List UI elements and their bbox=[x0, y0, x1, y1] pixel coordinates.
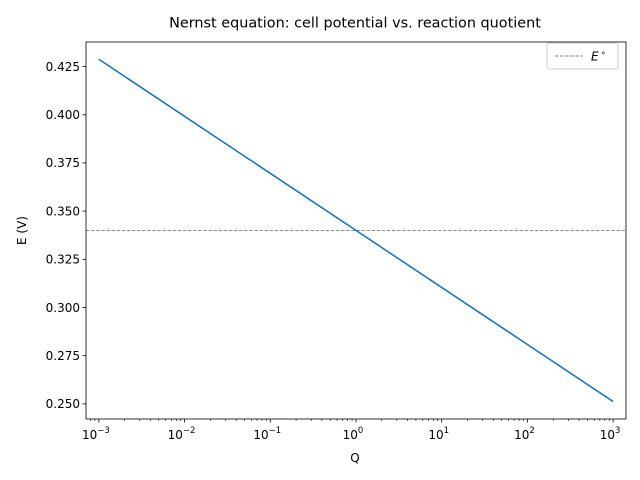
plot-frame bbox=[85, 41, 627, 420]
x-tick-exponent: 2 bbox=[529, 426, 534, 436]
y-tick-label: 0.250 bbox=[46, 397, 80, 411]
y-tick-label: 0.425 bbox=[46, 60, 80, 74]
legend-label: E ∘ bbox=[591, 48, 606, 63]
y-tick-label: 0.275 bbox=[46, 349, 80, 363]
y-tick-label: 0.325 bbox=[46, 253, 80, 267]
y-tick-label: 0.350 bbox=[46, 204, 80, 218]
x-tick-base: 10 bbox=[600, 428, 615, 442]
y-tick-label: 0.375 bbox=[46, 156, 80, 170]
x-tick-exponent: −2 bbox=[183, 426, 196, 436]
x-tick-label: 102 bbox=[514, 426, 535, 442]
legend: E ∘ bbox=[546, 42, 619, 70]
x-tick-label: 10−2 bbox=[168, 426, 196, 442]
x-tick-exponent: 1 bbox=[444, 426, 449, 436]
x-tick-base: 10 bbox=[428, 428, 443, 442]
x-tick-exponent: 3 bbox=[615, 426, 620, 436]
y-axis-label: E (V) bbox=[15, 216, 29, 245]
x-tick-base: 10 bbox=[82, 428, 97, 442]
x-tick-label: 100 bbox=[343, 426, 364, 442]
legend-label-base: E bbox=[591, 49, 599, 63]
x-tick-exponent: −3 bbox=[97, 426, 110, 436]
x-axis-label: Q bbox=[350, 451, 359, 465]
x-tick-base: 10 bbox=[168, 428, 183, 442]
y-tick-label: 0.400 bbox=[46, 108, 80, 122]
x-tick-label: 103 bbox=[600, 426, 621, 442]
x-tick-label: 10−3 bbox=[82, 426, 110, 442]
legend-label-superscript: ∘ bbox=[601, 48, 606, 58]
x-tick-exponent: −1 bbox=[269, 426, 282, 436]
y-tick-label: 0.300 bbox=[46, 301, 80, 315]
x-tick-base: 10 bbox=[514, 428, 529, 442]
x-tick-base: 10 bbox=[253, 428, 268, 442]
series-line-cell-potential bbox=[98, 58, 614, 403]
chart-title: Nernst equation: cell potential vs. reac… bbox=[169, 16, 541, 32]
x-tick-exponent: 0 bbox=[358, 426, 363, 436]
x-tick-base: 10 bbox=[343, 428, 358, 442]
x-tick-label: 101 bbox=[428, 426, 449, 442]
x-tick-label: 10−1 bbox=[253, 426, 281, 442]
